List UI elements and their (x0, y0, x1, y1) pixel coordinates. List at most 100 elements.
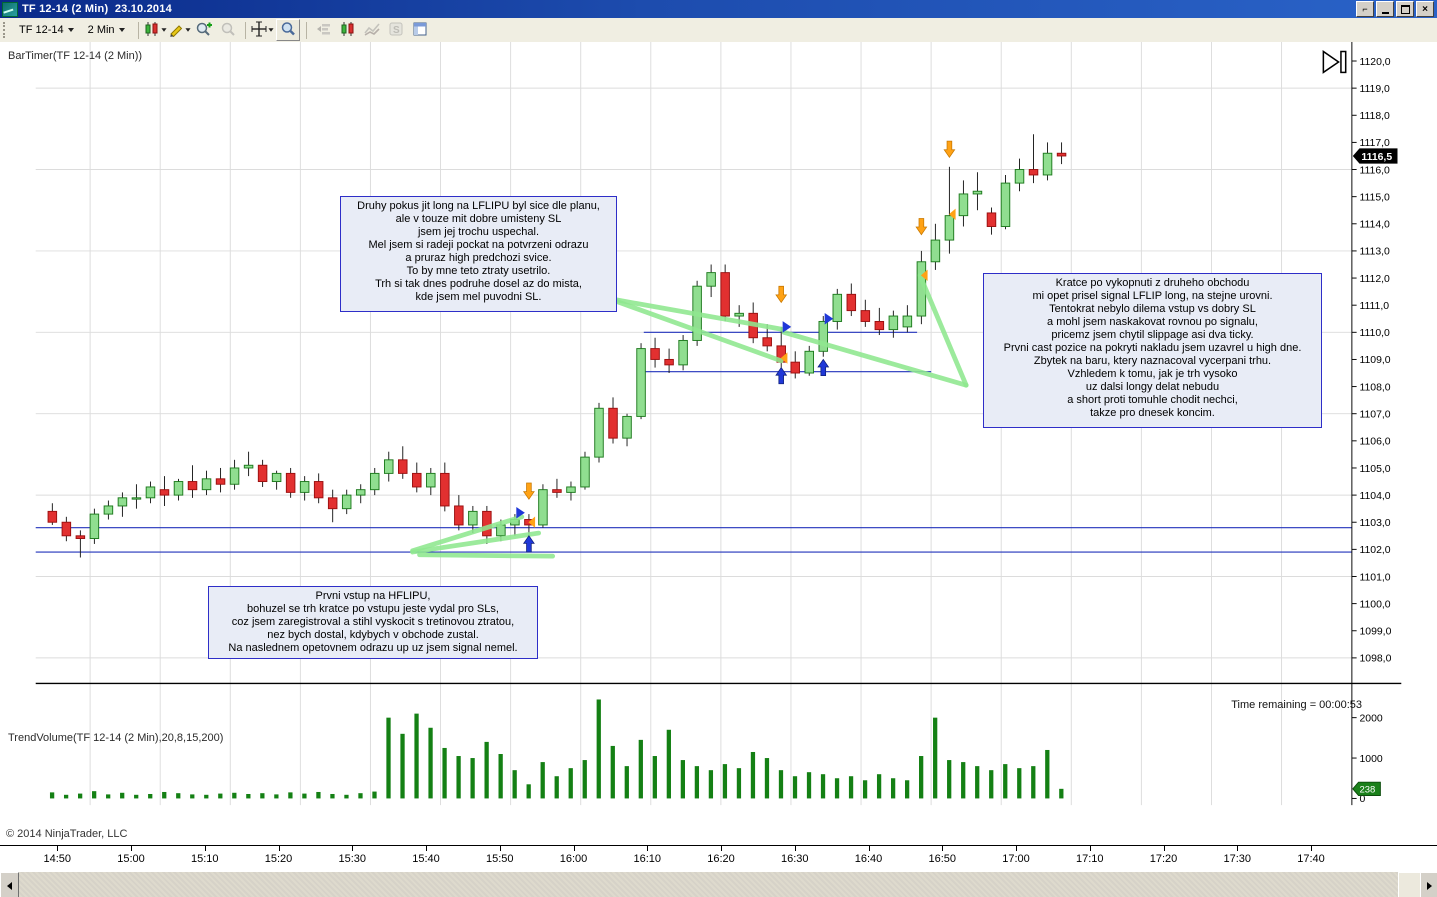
candle-body (327, 497, 338, 510)
price-axis-label: 1108,0 (1359, 382, 1390, 393)
candle-body (257, 464, 268, 483)
chart-properties-button[interactable] (337, 20, 359, 40)
candle-body (622, 415, 632, 439)
bars-arrow-icon (316, 21, 332, 40)
candle-body (762, 337, 772, 347)
candle-body (538, 489, 548, 526)
price-axis-label: 1109,0 (1359, 355, 1390, 366)
candles-icon (144, 21, 160, 40)
candle-body (398, 459, 408, 474)
candle-body (468, 510, 478, 526)
chevron-marker-icon (780, 352, 788, 364)
instrument-combo-value: TF 12-14 (19, 24, 64, 36)
volume-bar (302, 793, 307, 799)
price-axis-label: 1111,0 (1359, 301, 1389, 312)
candle-body (832, 293, 843, 322)
scrollbar-thumb[interactable] (1398, 872, 1421, 897)
candle-body (412, 472, 422, 488)
window-buttons: ⌐ × (1356, 1, 1437, 17)
horizontal-scrollbar[interactable] (0, 872, 1437, 897)
scroll-right-button[interactable] (1420, 872, 1437, 897)
trend-line (613, 297, 787, 332)
candle-body (285, 472, 296, 493)
restore-button[interactable] (1396, 1, 1414, 17)
price-axis-label: 1117,0 (1359, 138, 1390, 149)
volume-bar (63, 794, 69, 799)
right-arrow-icon (1427, 881, 1432, 890)
volume-bar (1017, 768, 1022, 799)
volume-bar (134, 794, 139, 799)
volume-bar (876, 774, 882, 799)
close-button[interactable]: × (1416, 1, 1434, 17)
volume-bar (484, 741, 489, 799)
volume-bar (176, 793, 181, 799)
candle-body (860, 310, 871, 322)
volume-bar (148, 793, 153, 799)
volume-bar (1003, 764, 1008, 799)
title-bar[interactable]: TF 12-14 (2 Min) 23.10.2014 ⌐ × (0, 0, 1437, 18)
scroll-left-button[interactable] (0, 872, 19, 897)
chart-area[interactable]: 1098,0 1099,0 1100,0 1101,0 1102,0 1103,0 1104… (0, 42, 1437, 845)
candle-body (341, 494, 352, 510)
volume-bar (961, 762, 966, 799)
annotation-text-box[interactable]: Druhy pokus jit long na LFLIPU byl sice … (340, 196, 617, 312)
zoom-in-button[interactable] (193, 20, 215, 40)
candle-body (720, 272, 730, 317)
volume-bar (162, 791, 167, 799)
time-axis-tick (868, 846, 870, 851)
candle-body (678, 339, 688, 366)
trend-line (410, 514, 525, 554)
chart-style-button[interactable] (145, 20, 167, 40)
volume-bar (106, 794, 111, 799)
trend-line (417, 552, 556, 559)
annotation-text-box[interactable]: Kratce po vykopnuti z druheho obchodu mi… (983, 273, 1322, 428)
drawing-tools-button[interactable] (169, 20, 191, 40)
time-axis-label: 17:10 (1075, 853, 1104, 865)
link-button[interactable]: ⌐ (1356, 1, 1374, 17)
time-axis-tick (131, 846, 132, 851)
toolbar-separator (137, 21, 139, 39)
time-axis-label: 17:00 (1002, 853, 1030, 865)
volume-bar (358, 793, 363, 799)
time-axis[interactable]: 14:50 15:00 15:10 15:20 15:30 15:40 15:50 16:00… (0, 845, 1437, 873)
volume-bar (624, 766, 629, 799)
data-box-button[interactable] (275, 19, 300, 41)
chart-canvas[interactable]: 1098,0 1099,0 1100,0 1101,0 1102,0 1103,0 1104… (0, 42, 1437, 845)
candle-body (706, 272, 716, 287)
volume-bar (596, 699, 601, 799)
volume-bar (862, 780, 868, 799)
candle-body (75, 535, 86, 539)
buy-signal-arrow-icon (522, 535, 535, 553)
chevron-down-icon (67, 28, 74, 32)
last-price-badge (1352, 148, 1398, 164)
time-axis-tick (1163, 846, 1165, 851)
price-axis-label: 1099,0 (1359, 627, 1391, 638)
volume-bar (49, 792, 55, 799)
annotation-text-box[interactable]: Prvni vstup na HFLIPU, bohuzel se trh kr… (208, 586, 538, 659)
candle-body (47, 510, 58, 523)
time-axis-label: 16:00 (559, 853, 588, 865)
candle-body (986, 212, 997, 227)
candle-body (552, 489, 562, 493)
instrument-combo[interactable]: TF 12-14 (13, 22, 80, 38)
volume-bar (204, 794, 209, 799)
price-axis-label: 1100,0 (1359, 599, 1390, 610)
interval-combo[interactable]: 2 Min (82, 22, 131, 38)
right-marker-icon (516, 507, 525, 519)
last-volume-badge (1352, 781, 1381, 796)
candle-body (1056, 152, 1067, 157)
candle-body (383, 459, 394, 474)
crosshair-button[interactable] (251, 20, 274, 40)
volume-bar (989, 770, 994, 799)
svg-text:S: S (393, 25, 400, 36)
last-volume-badge-text: 238 (1359, 785, 1375, 796)
volume-bar (554, 776, 559, 799)
time-axis-label: 17:30 (1223, 853, 1252, 865)
minimize-button[interactable] (1376, 1, 1394, 17)
report-button[interactable] (409, 20, 431, 40)
candle-body (1042, 152, 1053, 176)
time-axis-label: 15:00 (117, 853, 145, 865)
volume-bar (344, 794, 349, 799)
toolbar-grip-handle[interactable] (3, 22, 8, 38)
